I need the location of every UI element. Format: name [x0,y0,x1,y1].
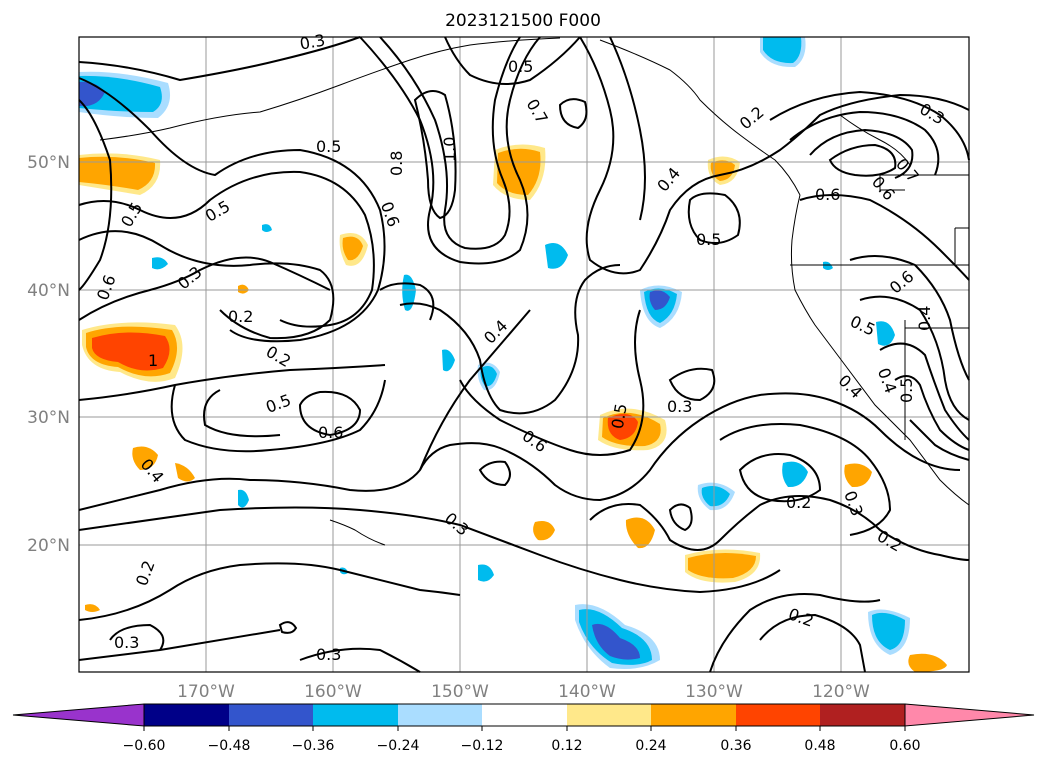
contour-label: 0.5 [316,137,341,156]
contour-label: 0.2 [228,307,253,326]
colorbar-segment [820,704,905,726]
contour-label: 0.3 [114,633,139,652]
graticule [79,37,969,672]
lon-label-120w: 120°W [812,682,870,702]
longitude-labels: 170°W 160°W 150°W 140°W 130°W 120°W [177,682,870,702]
lat-label-30n: 30°N [27,408,70,428]
colorbar: −0.60 −0.48 −0.36 −0.24 −0.12 0.12 0.24 … [12,703,1035,754]
lon-label-160w: 160°W [304,682,362,702]
shaded-regions [79,37,947,672]
latitude-labels: 50°N 40°N 30°N 20°N [27,153,70,556]
contour-label: 0.5 [508,57,533,76]
colorbar-segment [144,704,229,726]
contour-label: 0.5 [608,402,631,430]
colorbar-tick-label: 0.48 [804,738,835,754]
contour-label: 1.0 [440,137,459,162]
colorbar-tick-label: −0.48 [208,738,251,754]
lon-label-140w: 140°W [558,682,616,702]
contour-label: 0.5 [897,378,916,403]
colorbar-segment [651,704,736,726]
colorbar-tick-label: 0.36 [720,738,751,754]
colorbar-segment [398,704,482,726]
colorbar-tick-label: 0.12 [551,738,582,754]
contour-label: 0.6 [318,423,343,442]
contour-label: 0.3 [298,30,326,53]
colorbar-tick-label: 0.60 [889,738,920,754]
colorbar-extend-low [12,703,145,727]
colorbar-segment [567,704,651,726]
colorbar-segment [482,704,567,726]
colorbar-tick-label: −0.24 [377,738,420,754]
colorbar-tick-label: −0.60 [123,738,166,754]
contour-label: 1 [148,351,158,370]
contour-label: 0.2 [786,493,811,512]
colorbar-tick-label: −0.36 [292,738,335,754]
colorbar-segment [229,704,313,726]
colorbar-segment [313,704,398,726]
lon-label-130w: 130°W [685,682,743,702]
contour-label: 0.6 [815,185,840,204]
contour-label: 0.5 [696,230,721,249]
colorbar-segment [736,704,820,726]
coastlines [99,37,970,546]
lat-label-20n: 20°N [27,536,70,556]
contour-label: 0.8 [387,151,406,176]
lat-label-50n: 50°N [27,153,70,173]
lon-label-150w: 150°W [431,682,489,702]
map-title: 2023121500 F000 [445,11,601,31]
contour-label: 0.4 [915,306,934,331]
map-area [79,37,969,672]
contour-lines [78,36,970,673]
colorbar-tick-label: 0.24 [635,738,666,754]
colorbar-extend-high [904,703,1035,727]
map-frame [78,36,970,673]
colorbar-tick-label: −0.12 [461,738,504,754]
contour-label: 0.3 [667,397,692,416]
lon-label-170w: 170°W [177,682,235,702]
contour-label: 0.3 [316,645,341,664]
lat-label-40n: 40°N [27,281,70,301]
